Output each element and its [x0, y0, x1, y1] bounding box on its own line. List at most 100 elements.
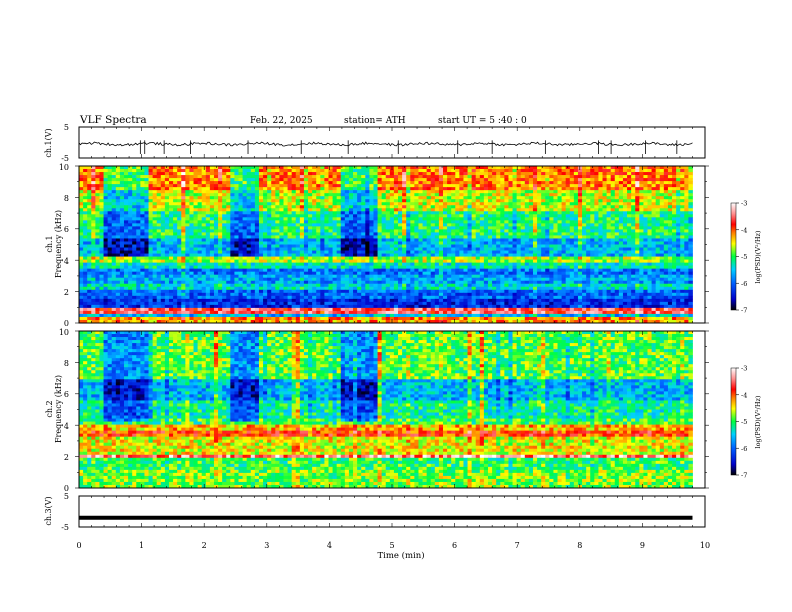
spectrogram-cell	[610, 169, 616, 173]
spectrogram-cell	[500, 178, 505, 182]
spectrogram-cell	[271, 238, 276, 242]
spectrogram-cell	[287, 211, 293, 215]
spectrogram-cell	[267, 235, 272, 239]
spectrogram-cell	[344, 211, 350, 215]
spectrogram-cell	[618, 238, 624, 242]
spectrogram-cell	[369, 223, 374, 227]
spectrogram-cell	[177, 253, 182, 257]
spectrogram-cell	[602, 196, 607, 200]
spectrogram-cell	[213, 187, 219, 191]
spectrogram-cell	[197, 193, 203, 197]
spectrogram-cell	[111, 256, 117, 260]
spectrogram-cell	[328, 214, 333, 218]
spectrogram-cell	[312, 181, 317, 185]
spectrogram-cell	[234, 169, 239, 173]
spectrogram-cell	[271, 184, 276, 188]
spectrogram-cell	[308, 217, 313, 221]
spectrogram-cell	[627, 193, 632, 197]
spectrogram-cell	[160, 175, 166, 179]
spectrogram-cell	[459, 253, 464, 257]
spectrogram-cell	[152, 247, 158, 251]
spectrogram-cell	[287, 250, 293, 254]
spectrogram-cell	[132, 169, 137, 173]
spectrogram-cell	[606, 187, 612, 191]
spectrogram-cell	[99, 238, 104, 242]
spectrogram-cell	[586, 226, 591, 230]
spectrogram-cell	[119, 250, 125, 254]
spectrogram-cell	[140, 172, 145, 176]
spectrogram-cell	[128, 256, 133, 260]
spectrogram-cell	[459, 205, 464, 209]
spectrogram-cell	[79, 241, 84, 245]
spectrogram-cell	[418, 166, 423, 170]
spectrogram-cell	[426, 172, 432, 176]
spectrogram-cell	[177, 196, 182, 200]
spectrogram-cell	[586, 247, 591, 251]
spectrogram-cell	[549, 247, 554, 251]
spectrogram-cell	[365, 223, 370, 227]
spectrogram-cell	[250, 205, 256, 209]
spectrogram-cell	[205, 250, 211, 254]
spectrogram-cell	[373, 238, 378, 242]
spectrogram-cell	[504, 259, 509, 264]
spectrogram-cell	[553, 241, 558, 245]
spectrogram-cell	[647, 229, 652, 233]
spectrogram-cell	[520, 190, 526, 194]
spectrogram-cell	[659, 184, 665, 188]
spectrogram-cell	[389, 175, 395, 179]
spectrogram-cell	[537, 208, 542, 212]
spectrogram-cell	[295, 253, 301, 257]
spectrogram-cell	[222, 223, 227, 227]
spectrogram-cell	[271, 175, 276, 179]
spectrogram-cell	[340, 169, 346, 173]
spectrogram-cell	[254, 262, 260, 267]
spectrogram-cell	[402, 235, 407, 239]
spectrogram-cell	[344, 187, 350, 191]
spectrogram-cell	[332, 202, 338, 206]
spectrogram-cell	[418, 181, 423, 185]
spectrogram-cell	[467, 217, 473, 221]
spectrogram-cell	[279, 187, 284, 191]
spectrogram-cell	[250, 247, 256, 251]
spectrogram-cell	[123, 175, 129, 179]
spectrogram-cell	[111, 187, 117, 191]
spectrogram-cell	[610, 196, 616, 200]
spectrogram-cell	[406, 214, 411, 218]
spectrogram-cell	[475, 190, 481, 194]
spectrogram-cell	[610, 235, 616, 239]
spectrogram-cell	[573, 169, 579, 173]
spectrogram-cell	[496, 196, 501, 200]
spectrogram-cell	[226, 175, 231, 179]
spectrogram-cell	[299, 172, 305, 176]
spectrogram-cell	[303, 244, 309, 248]
spectrogram-cell	[189, 211, 194, 215]
spectrogram-cell	[111, 193, 117, 197]
spectrogram-cell	[680, 226, 685, 230]
spectrogram-cell	[627, 175, 632, 179]
spectrogram-cell	[492, 211, 497, 215]
spectrogram-cell	[667, 214, 673, 218]
spectrogram-cell	[606, 220, 612, 224]
spectrogram-cell	[586, 187, 591, 191]
spectrogram-cell	[275, 178, 280, 182]
spectrogram-cell	[393, 229, 399, 233]
spectrogram-cell	[553, 166, 558, 170]
spectrogram-cell	[324, 202, 329, 206]
spectrogram-cell	[361, 169, 366, 173]
spectrogram-cell	[336, 175, 342, 179]
spectrogram-cell	[406, 253, 411, 257]
spectrogram-cell	[447, 208, 452, 212]
spectrogram-cell	[520, 226, 526, 230]
spectrogram-cell	[99, 259, 104, 264]
spectrogram-cell	[451, 247, 456, 251]
spectrogram-cell	[447, 217, 452, 221]
spectrogram-cell	[119, 205, 125, 209]
spectrogram-cell	[230, 235, 235, 239]
spectrogram-cell	[189, 262, 194, 267]
spectrogram-cell	[672, 235, 677, 239]
spectrogram-cell	[680, 181, 685, 185]
spectrogram-cell	[103, 205, 109, 209]
spectrogram-cell	[246, 244, 252, 248]
spectrogram-cell	[91, 220, 96, 224]
spectrogram-cell	[598, 196, 603, 200]
